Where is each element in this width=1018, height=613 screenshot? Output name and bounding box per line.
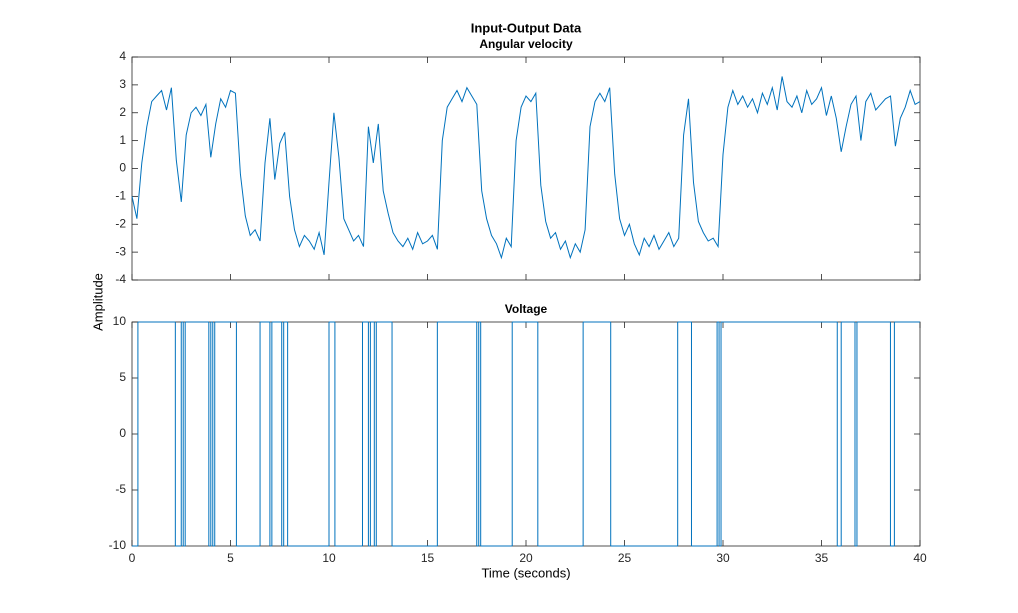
y-tick-label: 0 [119,161,126,175]
y-tick-label: 1 [119,133,126,147]
x-tick-label: 35 [815,551,829,565]
x-tick-label: 5 [227,551,234,565]
axes-title: Voltage [505,302,548,316]
x-tick-label: 10 [322,551,336,565]
x-tick-label: 25 [618,551,632,565]
y-tick-label: 3 [119,77,126,91]
x-tick-label: 40 [913,551,927,565]
y-tick-label: -10 [109,538,127,552]
x-tick-label: 30 [716,551,730,565]
x-tick-label: 20 [519,551,533,565]
data-line [131,76,921,260]
figure-title: Input-Output Data [471,20,582,35]
y-tick-label: -2 [115,216,126,230]
y-tick-label: -4 [115,272,126,286]
y-tick-label: -1 [115,189,126,203]
x-tick-label: 15 [421,551,435,565]
y-tick-label: 4 [119,49,126,63]
y-tick-label: 5 [119,370,126,384]
axes-title: Angular velocity [479,37,573,51]
y-tick-label: 0 [119,426,126,440]
y-tick-label: 10 [113,314,127,328]
x-tick-label: 0 [129,551,136,565]
y-tick-label: -3 [115,244,126,258]
axes-box [131,56,921,281]
y-tick-label: 2 [119,105,126,119]
axes-box [131,321,921,547]
y-tick-label: -5 [115,482,126,496]
y-axis-label: Amplitude [90,273,105,331]
x-axis-label: Time (seconds) [481,565,570,580]
